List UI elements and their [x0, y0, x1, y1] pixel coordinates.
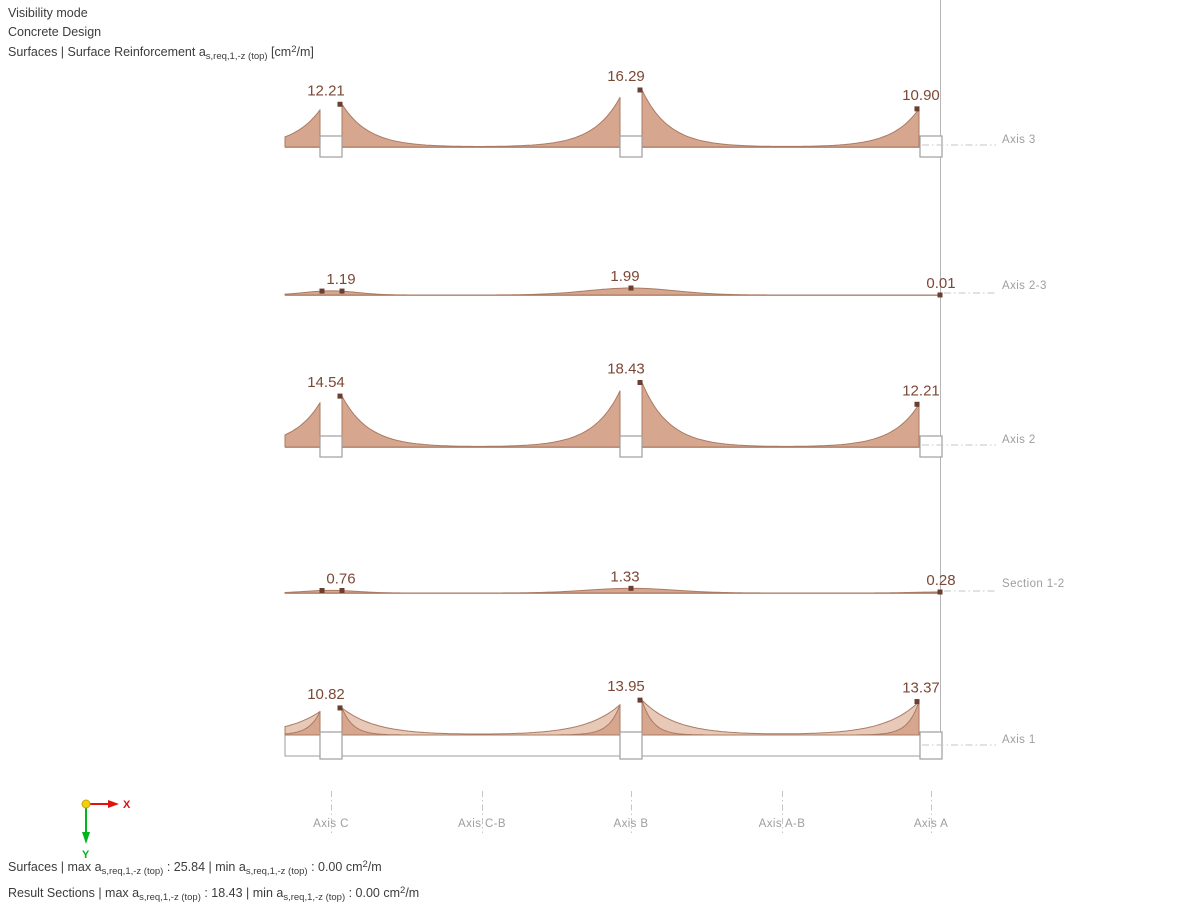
support-axis-label: Axis C-B: [458, 818, 506, 830]
support-axis-label: Axis B: [614, 818, 649, 830]
result-row-axis-1: 10.82 13.95 13.37 Axis 1: [284, 678, 1036, 760]
x-axis-label: X: [123, 799, 131, 811]
peak-value-label: 12.21: [307, 82, 345, 99]
peak-value-label: 0.76: [326, 570, 355, 587]
column-section: [919, 435, 943, 458]
peak-marker: [937, 589, 943, 595]
support-axis-label: Axis C: [313, 818, 349, 830]
column-section: [619, 731, 643, 760]
peak-marker: [339, 587, 345, 593]
peak-marker: [914, 401, 920, 407]
column-section: [619, 135, 643, 158]
peak-value-label: 12.21: [902, 382, 940, 399]
peak-marker: [628, 585, 634, 591]
x-axis-arrowhead: [108, 800, 119, 808]
peak-marker: [337, 393, 343, 399]
surfaces-maxmin-line: Surfaces | max as,req,1,-z (top) : 25.84…: [8, 859, 382, 877]
peak-value-label: 1.33: [610, 568, 639, 585]
peak-marker: [319, 587, 325, 593]
peak-value-label: 0.28: [926, 572, 955, 589]
status-visibility-mode: Visibility mode: [8, 6, 88, 20]
peak-marker: [628, 285, 634, 291]
result-row-axis-2-3: 1.19 1.99 0.01 Axis 2-3: [284, 268, 1047, 298]
peak-value-label: 13.37: [902, 680, 940, 697]
support-axis-label: Axis A: [914, 818, 948, 830]
peak-value-label: 14.54: [307, 374, 345, 391]
column-section: [319, 731, 343, 760]
status-design-case: Concrete Design: [8, 24, 102, 39]
result-row-axis-2: 14.54 18.43 12.21 Axis 2: [284, 360, 1036, 458]
row-axis-label: Section 1-2: [1002, 578, 1065, 590]
peak-marker: [339, 288, 345, 294]
view-status-header: Visibility mode Concrete Design Surfaces…: [8, 4, 314, 67]
peak-value-label: 13.95: [607, 678, 645, 695]
support-axis-label: Axis A-B: [759, 818, 806, 830]
coordinate-system-icon: X Y: [81, 799, 131, 861]
row-axis-label: Axis 2: [1002, 434, 1036, 446]
peak-marker: [337, 705, 343, 711]
y-axis-arrowhead: [82, 832, 90, 844]
column-section: [919, 135, 943, 158]
result-row-section-1-2: 0.76 1.33 0.28 Section 1-2: [284, 568, 1065, 595]
peak-marker: [637, 697, 643, 703]
peak-value-label: 18.43: [607, 360, 645, 377]
peak-marker: [937, 292, 943, 298]
peak-marker: [319, 288, 325, 294]
peak-marker: [637, 87, 643, 93]
peak-value-label: 0.01: [926, 275, 955, 292]
y-axis-label: Y: [82, 849, 90, 861]
peak-marker: [337, 101, 343, 107]
column-section: [319, 435, 343, 458]
peak-value-label: 10.90: [902, 87, 940, 104]
peak-marker: [914, 699, 920, 705]
column-section: [319, 135, 343, 158]
peak-marker: [637, 379, 643, 385]
peak-value-label: 10.82: [307, 686, 345, 703]
peak-value-label: 16.29: [607, 68, 645, 85]
row-axis-label: Axis 3: [1002, 134, 1036, 146]
result-sections-maxmin-line: Result Sections | max as,req,1,-z (top) …: [8, 885, 420, 903]
peak-value-label: 1.19: [326, 271, 355, 288]
row-axis-label: Axis 2-3: [1002, 280, 1047, 292]
result-row-axis-3: 12.21 16.29 10.90 Axis 3: [284, 68, 1036, 158]
origin-point: [81, 799, 91, 809]
result-summary-footer: Surfaces | max as,req,1,-z (top) : 25.84…: [8, 855, 419, 907]
result-title: Surfaces | Surface Reinforcement as,req,…: [8, 44, 314, 62]
peak-marker: [914, 106, 920, 112]
column-section: [619, 435, 643, 458]
peak-value-label: 1.99: [610, 268, 639, 285]
row-axis-label: Axis 1: [1002, 734, 1036, 746]
beam-strip: [284, 734, 941, 757]
